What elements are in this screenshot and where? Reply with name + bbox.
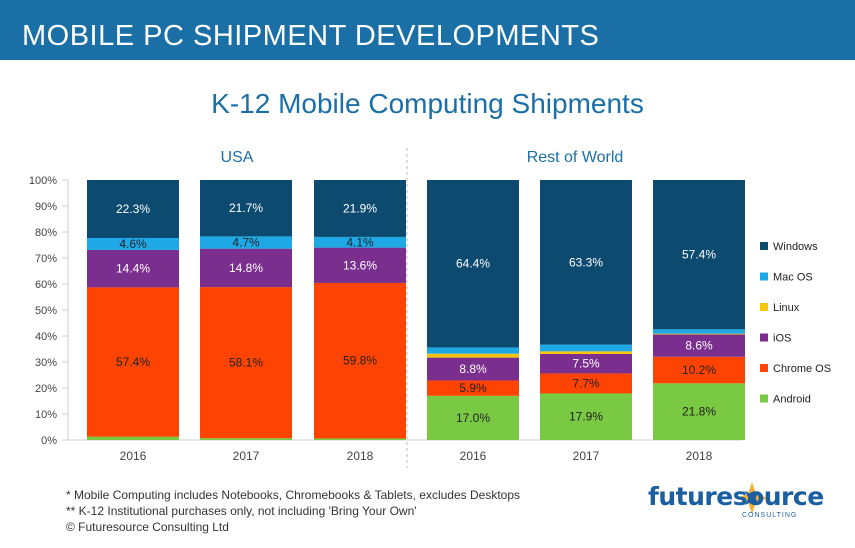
bar-segment-mac-os: [87, 237, 179, 250]
data-label: 22.3%: [116, 202, 150, 216]
data-label: 8.8%: [459, 362, 487, 376]
footnote-copyright: © Futuresource Consulting Ltd: [66, 520, 229, 534]
data-label: 64.4%: [456, 257, 490, 271]
bar-segment-mac-os: [540, 344, 632, 352]
legend-label: Android: [773, 394, 811, 406]
bar-segment-android: [540, 393, 632, 440]
header-banner: MOBILE PC SHIPMENT DEVELOPMENTS: [0, 0, 855, 60]
y-tick-label: 20%: [35, 383, 57, 395]
bar-segment-chrome-os: [653, 356, 745, 384]
bar-segment-android: [314, 438, 406, 440]
bar-segment-ios: [200, 248, 292, 288]
bar-segment-windows: [314, 180, 406, 237]
bar-segment-linux: [653, 333, 745, 335]
x-tick-label: 2016: [460, 449, 487, 463]
bar-segment-ios: [87, 249, 179, 288]
y-tick-label: 70%: [35, 253, 57, 265]
data-label: 4.1%: [346, 235, 374, 249]
bar-segment-chrome-os: [427, 380, 519, 396]
data-label: 4.6%: [119, 237, 147, 251]
group-title: USA: [221, 149, 254, 166]
y-tick-label: 90%: [35, 201, 57, 213]
bar-segment-mac-os: [200, 236, 292, 249]
bar-segment-android: [200, 438, 292, 440]
data-label: 4.7%: [232, 236, 260, 250]
y-tick-label: 50%: [35, 305, 57, 317]
legend-swatch-ios: [760, 333, 768, 342]
data-label: 21.8%: [682, 405, 716, 419]
bar-segment-android: [653, 383, 745, 440]
y-tick-label: 80%: [35, 227, 57, 239]
data-label: 59.8%: [343, 354, 377, 368]
legend-label: iOS: [773, 333, 791, 345]
bar-segment-linux: [427, 353, 519, 358]
x-tick-label: 2016: [120, 449, 147, 463]
x-tick-label: 2018: [686, 449, 713, 463]
legend-label: Chrome OS: [773, 363, 831, 375]
legend-swatch-android: [760, 394, 768, 403]
data-label: 57.4%: [116, 355, 150, 369]
x-tick-label: 2018: [347, 449, 374, 463]
bar-segment-ios: [314, 247, 406, 283]
data-label: 14.4%: [116, 262, 150, 276]
logo-star-icon: [736, 482, 768, 514]
x-tick-label: 2017: [573, 449, 600, 463]
data-label: 14.8%: [229, 261, 263, 275]
data-label: 8.6%: [685, 339, 713, 353]
bar-segment-mac-os: [314, 236, 406, 248]
data-label: 17.0%: [456, 411, 490, 425]
data-label: 57.4%: [682, 248, 716, 262]
legend-label: Linux: [773, 302, 800, 314]
legend-swatch-linux: [760, 303, 768, 311]
data-label: 63.3%: [569, 255, 603, 269]
legend-swatch-windows: [760, 242, 768, 250]
data-label: 17.9%: [569, 410, 603, 424]
bar-segment-windows: [87, 180, 179, 238]
bar-segment-ios: [653, 334, 745, 357]
group-title: Rest of World: [527, 149, 624, 166]
x-tick-label: 2017: [233, 449, 260, 463]
bar-segment-chrome-os: [314, 282, 406, 439]
legend-swatch-mac-os: [760, 272, 768, 281]
y-tick-label: 0%: [41, 435, 57, 447]
data-label: 21.9%: [343, 201, 377, 215]
logo-subtitle: CONSULTING: [742, 512, 798, 519]
legend-swatch-chrome-os: [760, 364, 768, 372]
y-tick-label: 30%: [35, 357, 57, 369]
futuresource-logo: futuresource CONSULTING: [630, 478, 824, 528]
bar-segment-windows: [540, 180, 632, 345]
footnote-1: * Mobile Computing includes Notebooks, C…: [66, 488, 521, 502]
data-label: 58.1%: [229, 356, 263, 370]
bar-segment-windows: [653, 180, 745, 330]
data-label: 5.9%: [459, 381, 487, 395]
bar-segment-ios: [540, 353, 632, 374]
data-label: 7.5%: [572, 357, 600, 371]
chart-title: K-12 Mobile Computing Shipments: [211, 88, 644, 119]
y-tick-label: 40%: [35, 331, 57, 343]
y-tick-label: 100%: [29, 175, 57, 187]
bar-segment-android: [87, 436, 179, 440]
logo-wordmark: futuresource: [648, 482, 824, 511]
bar-segment-linux: [540, 351, 632, 354]
bar-segment-chrome-os: [540, 373, 632, 394]
data-label: 21.7%: [229, 201, 263, 215]
data-label: 10.2%: [682, 363, 716, 377]
y-tick-label: 60%: [35, 279, 57, 291]
bar-segment-mac-os: [427, 347, 519, 354]
data-label: 13.6%: [343, 258, 377, 272]
footnote-2: ** K-12 Institutional purchases only, no…: [66, 504, 417, 518]
bar-segment-android: [427, 395, 519, 440]
bar-segment-chrome-os: [200, 287, 292, 439]
bar-segment-windows: [200, 180, 292, 237]
y-tick-label: 10%: [35, 409, 57, 421]
page-title: MOBILE PC SHIPMENT DEVELOPMENTS: [22, 20, 600, 52]
bar-segment-mac-os: [653, 329, 745, 334]
bar-segment-ios: [427, 357, 519, 381]
legend-label: Mac OS: [773, 272, 813, 284]
legend-label: Windows: [773, 241, 818, 253]
bar-segment-chrome-os: [87, 287, 179, 437]
bar-segment-windows: [427, 180, 519, 348]
data-label: 7.7%: [572, 376, 600, 390]
